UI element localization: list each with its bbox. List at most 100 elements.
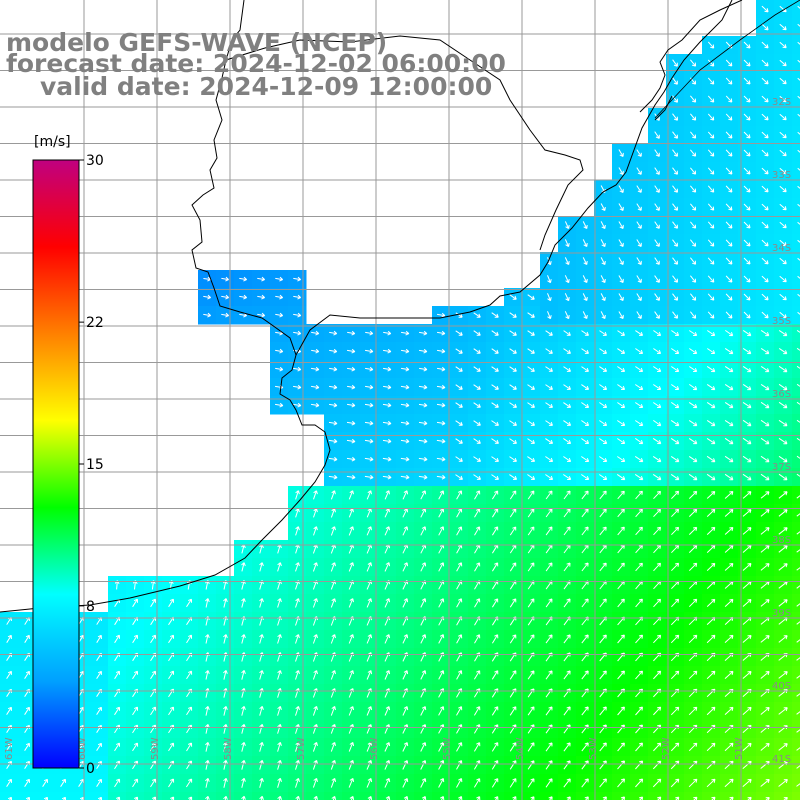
wind-arrow <box>329 348 338 354</box>
wind-arrow <box>779 257 787 265</box>
wind-arrow <box>796 603 800 607</box>
wind-arrow <box>796 783 800 787</box>
wind-arrow <box>636 221 642 229</box>
wind-arrow <box>384 634 391 644</box>
wind-arrow <box>760 509 770 517</box>
wind-arrow <box>707 275 715 283</box>
lon-label: 59W <box>150 737 161 760</box>
wind-arrow <box>563 330 571 336</box>
wind-arrow <box>473 348 481 354</box>
wind-arrow <box>742 563 752 571</box>
wind-arrow <box>779 311 787 319</box>
wind-arrow <box>743 221 751 229</box>
wind-arrow <box>690 59 697 67</box>
field-cell <box>792 126 800 145</box>
wind-arrow <box>277 598 282 608</box>
field-cell <box>792 198 800 217</box>
wind-arrow <box>636 149 642 157</box>
wind-arrow <box>761 221 769 229</box>
wind-arrow <box>24 742 30 751</box>
wind-arrow <box>778 491 788 499</box>
wind-arrow <box>311 348 320 354</box>
wind-arrow <box>420 742 427 752</box>
wind-arrow <box>725 95 733 103</box>
field-cell <box>180 792 199 800</box>
wind-arrow <box>690 131 697 139</box>
wind-arrow <box>779 185 787 193</box>
wind-arrow <box>114 778 121 788</box>
wind-arrow <box>653 526 661 536</box>
wind-arrow <box>347 384 356 390</box>
wind-arrow <box>617 438 626 444</box>
wind-arrow <box>382 438 392 444</box>
wind-arrow <box>328 456 338 462</box>
wind-arrow <box>223 706 228 716</box>
wind-arrow <box>743 113 751 121</box>
wind-arrow <box>186 724 193 734</box>
wind-arrow <box>599 384 608 390</box>
wind-arrow <box>563 526 571 536</box>
field-cell <box>792 720 800 739</box>
wind-arrow <box>295 742 300 752</box>
field-cell <box>486 792 505 800</box>
wind-arrow <box>348 670 354 680</box>
wind-arrow <box>725 275 733 283</box>
wind-arrow <box>796 495 800 499</box>
wind-arrow <box>116 796 121 800</box>
wind-arrow <box>761 77 769 85</box>
wind-arrow <box>779 95 787 103</box>
wind-arrow <box>403 795 409 800</box>
wind-arrow <box>653 419 662 427</box>
wind-arrow <box>761 113 769 121</box>
wind-arrow <box>365 366 374 372</box>
wind-arrow <box>706 365 716 373</box>
wind-arrow <box>796 383 800 387</box>
wind-arrow <box>706 383 716 391</box>
wind-arrow <box>670 437 680 445</box>
wind-arrow <box>328 420 338 426</box>
colorbar-unit-label: [m/s] <box>34 134 71 150</box>
field-cell <box>792 630 800 649</box>
wind-arrow <box>491 438 499 444</box>
wind-arrow <box>203 294 212 300</box>
colorbar-ticks: 30 22 15 8 0 <box>79 153 104 777</box>
wind-arrow <box>581 634 589 644</box>
wind-arrow <box>635 437 644 445</box>
wind-arrow <box>618 311 624 319</box>
wind-arrow <box>456 706 463 716</box>
wind-arrow <box>707 348 716 354</box>
wind-arrow <box>563 456 572 462</box>
wind-arrow <box>760 401 770 409</box>
wind-arrow <box>96 634 102 643</box>
wind-arrow <box>634 455 644 463</box>
wind-arrow <box>743 41 751 49</box>
wind-arrow <box>420 598 427 608</box>
wind-arrow <box>688 742 698 752</box>
wind-arrow <box>473 778 481 788</box>
wind-arrow <box>779 203 787 211</box>
colorbar <box>32 159 80 769</box>
wind-arrow <box>473 366 481 372</box>
wind-arrow <box>725 257 733 265</box>
field-cell <box>702 792 721 800</box>
wind-arrow <box>653 330 662 336</box>
wind-arrow <box>672 149 678 157</box>
wind-arrow <box>491 490 499 500</box>
field-cell <box>612 792 631 800</box>
wind-arrow <box>671 384 680 390</box>
wind-arrow <box>545 706 553 716</box>
wind-arrow <box>293 276 302 282</box>
wind-arrow <box>690 167 697 175</box>
wind-arrow <box>347 402 356 408</box>
wind-arrow <box>366 508 372 518</box>
wind-arrow <box>402 562 409 572</box>
wind-arrow <box>618 293 624 301</box>
wind-arrow <box>527 456 536 462</box>
field-cell <box>792 18 800 37</box>
wind-arrow <box>509 778 517 788</box>
wind-arrow <box>418 384 428 390</box>
wind-arrow <box>618 221 624 229</box>
wind-arrow <box>509 526 517 536</box>
wind-arrow <box>455 330 463 336</box>
lat-label: 41S <box>772 754 791 765</box>
